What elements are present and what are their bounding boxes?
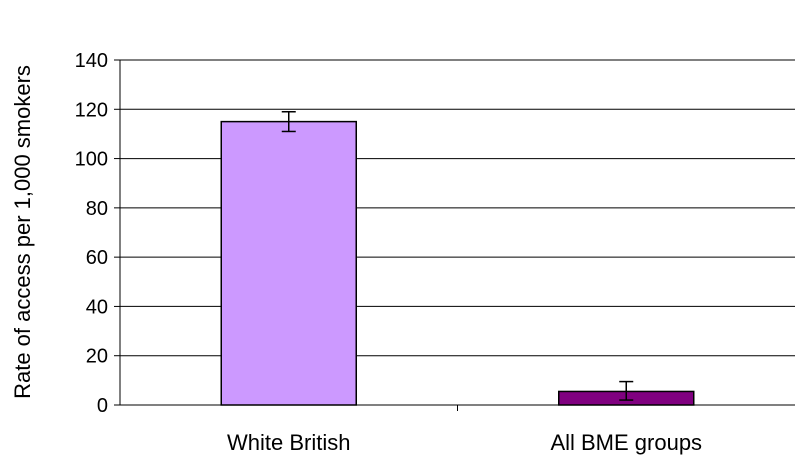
bar-white-british: [220, 120, 357, 406]
x-category-label: All BME groups: [550, 430, 702, 455]
y-tick-label: 80: [86, 198, 108, 220]
x-category-label: White British: [227, 430, 350, 455]
y-tick-label: 40: [86, 296, 108, 318]
y-tick-label: 60: [86, 247, 108, 269]
labels: 0 20 40 60 80 100 120 140 White British All BME g…: [75, 50, 702, 455]
y-tick-label: 20: [86, 346, 108, 368]
y-tick-label: 100: [75, 149, 108, 171]
y-tick-label: 140: [75, 50, 108, 72]
axes: [114, 59, 795, 411]
bars: [220, 111, 695, 406]
y-tick-label: 120: [75, 99, 108, 121]
y-tick-label: 0: [97, 395, 108, 417]
y-axis-title: Rate of access per 1,000 smokers: [10, 65, 35, 399]
